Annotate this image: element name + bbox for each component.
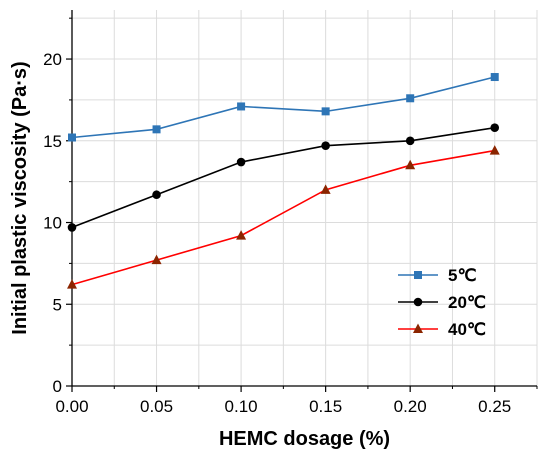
- series-2: [67, 123, 500, 232]
- data-point: [405, 159, 416, 170]
- series-3: [67, 145, 500, 289]
- data-point: [67, 223, 77, 232]
- legend-item-1: 5℃: [398, 266, 477, 285]
- series-line: [71, 126, 495, 229]
- series-group: [67, 73, 500, 289]
- data-point: [152, 125, 161, 134]
- data-point: [405, 136, 415, 146]
- data-point: [490, 73, 499, 82]
- data-point: [151, 254, 162, 265]
- y-tick-label: 15: [43, 132, 62, 151]
- y-tick-label: 0: [53, 377, 62, 396]
- series-1: [68, 73, 499, 142]
- data-point: [237, 102, 246, 111]
- y-tick-label: 10: [43, 214, 62, 233]
- y-tick-label: 5: [53, 295, 62, 314]
- legend-marker: [413, 323, 423, 333]
- x-axis-title: HEMC dosage (%): [219, 428, 390, 450]
- legend-item-2: 20℃: [398, 293, 486, 312]
- legend-label: 5℃: [448, 266, 477, 285]
- data-point: [68, 133, 76, 142]
- data-point: [152, 190, 161, 200]
- axes: [66, 10, 538, 392]
- series-line: [71, 149, 495, 286]
- x-tick-label: 0.20: [394, 397, 427, 416]
- data-point: [67, 279, 77, 289]
- data-point: [320, 184, 331, 194]
- data-point: [236, 157, 246, 167]
- legend-label: 40℃: [448, 320, 486, 339]
- x-tick-label: 0.10: [225, 397, 258, 416]
- x-tick-label: 0.15: [309, 397, 342, 416]
- y-tick-label: 20: [43, 50, 62, 69]
- y-axis-title: Initial plastic viscosity (Pa·s): [9, 61, 31, 334]
- data-point: [489, 145, 500, 155]
- data-point: [236, 230, 247, 240]
- series-line: [71, 76, 495, 139]
- legend-item-3: 40℃: [398, 320, 486, 339]
- legend-label: 20℃: [448, 293, 486, 312]
- x-tick-label: 0.25: [478, 397, 511, 416]
- legend-marker: [414, 271, 422, 279]
- x-tick-label: 0.00: [55, 397, 88, 416]
- data-point: [490, 123, 500, 133]
- data-point: [406, 94, 415, 103]
- x-tick-label: 0.05: [140, 397, 173, 416]
- legend-marker: [413, 297, 423, 307]
- data-point: [321, 107, 330, 116]
- tick-labels: 0.00 0.05 0.10 0.15 0.20 0.25 0 5 10 15 20: [43, 50, 511, 416]
- legend: 5℃ 20℃ 40℃: [398, 266, 486, 339]
- data-point: [321, 141, 330, 150]
